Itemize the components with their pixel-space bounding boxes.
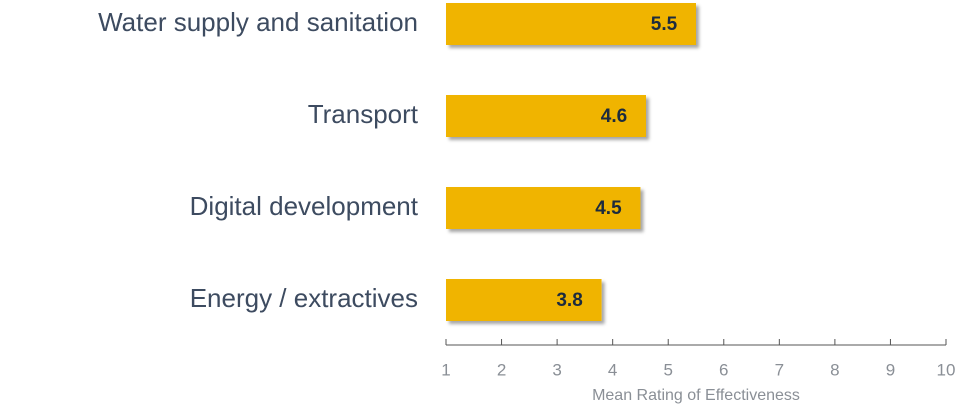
x-tick-label: 8 xyxy=(830,360,839,379)
bar xyxy=(446,187,641,229)
x-axis-label: Mean Rating of Effectiveness xyxy=(592,387,800,404)
x-tick-label: 5 xyxy=(663,360,672,379)
bar xyxy=(446,279,602,321)
x-tick-label: 7 xyxy=(775,360,784,379)
x-tick-label: 2 xyxy=(497,360,506,379)
category-label: Water supply and sanitation xyxy=(98,7,418,37)
x-tick-label: 10 xyxy=(937,360,956,379)
x-tick-label: 1 xyxy=(441,360,450,379)
value-label: 5.5 xyxy=(651,14,678,35)
x-tick-label: 3 xyxy=(552,360,561,379)
value-label: 3.8 xyxy=(556,290,582,311)
bar xyxy=(446,95,646,137)
value-label: 4.5 xyxy=(595,198,622,219)
category-label: Transport xyxy=(308,99,419,129)
category-label: Energy / extractives xyxy=(190,283,418,313)
x-tick-label: 6 xyxy=(719,360,728,379)
value-label: 4.6 xyxy=(601,106,627,127)
x-tick-label: 9 xyxy=(886,360,895,379)
bar xyxy=(446,3,696,45)
x-tick-label: 4 xyxy=(608,360,617,379)
category-label: Digital development xyxy=(190,191,419,221)
